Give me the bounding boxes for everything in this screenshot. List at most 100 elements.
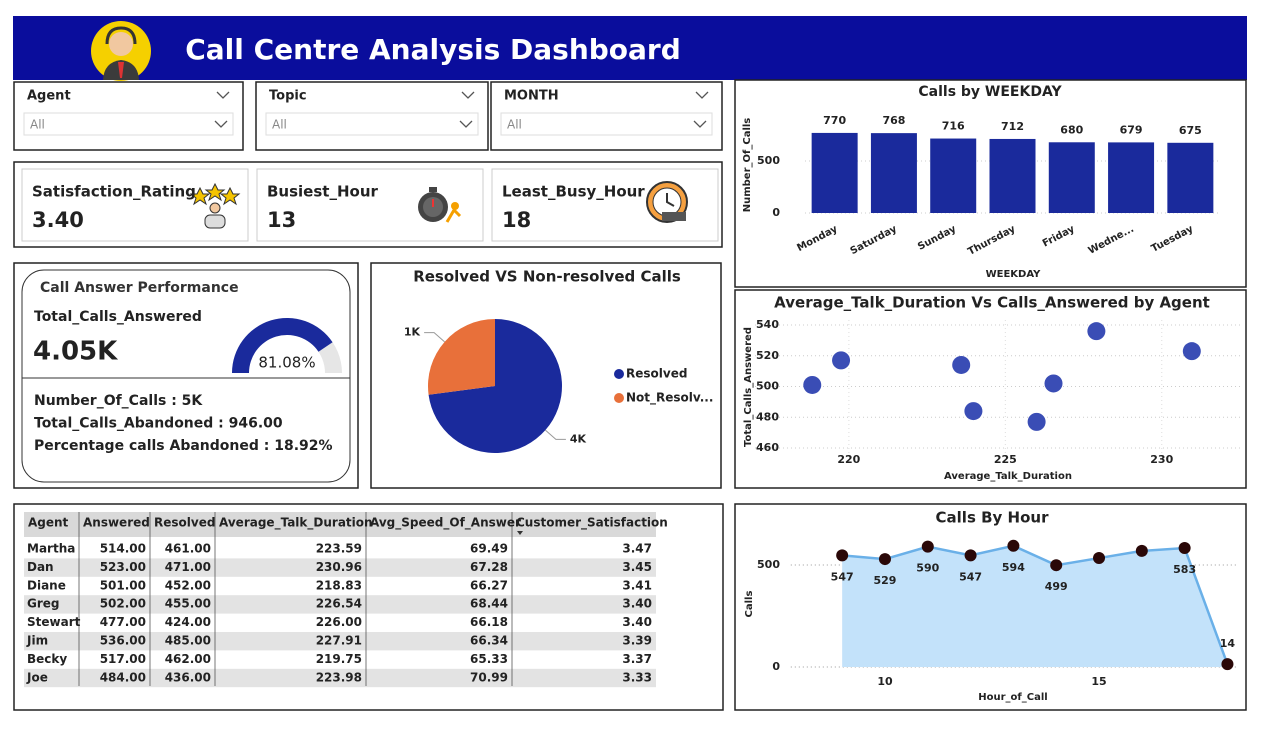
data-label: 547: [831, 570, 854, 583]
sort-indicator: [517, 531, 523, 535]
scatter-point: [1044, 374, 1063, 393]
table-header-bg: [24, 512, 656, 537]
y-tick-label: 0: [772, 206, 780, 219]
scatter-point: [952, 355, 971, 374]
x-axis-title: WEEKDAY: [986, 269, 1042, 280]
performance-line: Percentage calls Abandoned : 18.92%: [34, 438, 333, 454]
y-tick-label: 480: [756, 410, 779, 423]
bar: [1108, 142, 1155, 213]
data-label: 675: [1179, 124, 1202, 137]
data-label: 583: [1173, 563, 1196, 576]
table-cell: 67.28: [470, 560, 508, 574]
area-line: [842, 544, 1229, 665]
table-cell: Diane: [27, 578, 66, 592]
kpi-value: 3.40: [32, 208, 84, 232]
table-cell: 230.96: [316, 560, 362, 574]
table-cell: 536.00: [100, 634, 146, 648]
data-label: 594: [1002, 561, 1025, 574]
scatter-point: [1027, 412, 1046, 431]
x-tick-label: 10: [877, 675, 893, 688]
data-point: [964, 549, 977, 562]
data-point: [1221, 658, 1234, 671]
data-label: 499: [1045, 580, 1068, 593]
slicer-value: All: [272, 118, 287, 132]
kpi-card: [21, 168, 249, 242]
table-cell: 461.00: [165, 542, 211, 556]
y-axis-title: Total_Calls_Answered: [743, 327, 754, 447]
table-cell: 436.00: [165, 670, 211, 684]
scatter-point: [964, 402, 983, 421]
table-cell: 517.00: [100, 652, 146, 666]
table-cell: Greg: [27, 597, 60, 611]
kpi-label: Least_Busy_Hour: [502, 183, 645, 201]
gauge-value: [232, 318, 333, 373]
clock-icon: [646, 181, 688, 223]
chart-title: Resolved VS Non-resolved Calls: [413, 268, 681, 286]
table-cell: 3.39: [622, 634, 652, 648]
table-header: Agent: [28, 516, 69, 530]
slicer-dropdown: [265, 112, 479, 136]
data-label: 716: [942, 120, 965, 133]
data-label: 547: [959, 570, 982, 583]
y-tick-label: 460: [756, 441, 779, 454]
table-cell: Jim: [26, 634, 48, 648]
card-title: Call Answer Performance: [40, 280, 239, 296]
slicer-label: Agent: [27, 89, 71, 104]
dropdown-chevron: [459, 120, 473, 128]
y-tick-label: 0: [772, 660, 780, 673]
data-label: 712: [1001, 120, 1024, 133]
table-cell: 66.18: [470, 615, 508, 629]
bar: [1048, 142, 1095, 213]
area-fill: [842, 545, 1228, 667]
table-cell: Stewart: [27, 615, 81, 629]
table-cell: 65.33: [470, 652, 508, 666]
table-cell: 514.00: [100, 542, 146, 556]
table-cell: 3.37: [622, 652, 652, 666]
table-cell: 70.99: [470, 670, 508, 684]
legend-label: Not_Resolv...: [626, 391, 713, 406]
scatter-point: [832, 351, 851, 370]
data-point: [1135, 544, 1148, 557]
table-row-stripe: [24, 595, 656, 614]
stopwatch-icon: [418, 187, 462, 223]
kpi-value: 18: [502, 208, 531, 232]
table-cell: 462.00: [165, 652, 211, 666]
bar: [870, 133, 917, 213]
table-header: Resolved: [154, 516, 215, 530]
scatter-point: [1182, 342, 1201, 361]
table-header: Average_Talk_Duration: [219, 516, 373, 531]
table-cell: 3.40: [622, 597, 652, 611]
data-label: 529: [873, 574, 896, 587]
slicer-label: MONTH: [504, 89, 559, 104]
y-tick-label: 520: [756, 349, 779, 362]
y-tick-label: 500: [756, 380, 779, 393]
table-cell: Becky: [27, 652, 67, 666]
table-cell: 484.00: [100, 670, 146, 684]
table-cell: 501.00: [100, 578, 146, 592]
leader-line: [424, 332, 445, 343]
data-label: 768: [882, 114, 905, 127]
dropdown-chevron: [216, 91, 230, 99]
slicer-dropdown: [500, 112, 713, 136]
header-band: [13, 16, 1247, 80]
x-tick-label: 15: [1091, 675, 1106, 688]
table-row-stripe: [24, 632, 656, 651]
leader-line: [545, 429, 566, 440]
table-cell: Joe: [26, 670, 48, 684]
table-header: Customer_Satisfaction: [516, 516, 668, 531]
kpi-label: Satisfaction_Rating: [32, 183, 196, 201]
dropdown-chevron: [695, 91, 709, 99]
dropdown-chevron: [461, 91, 475, 99]
table-cell: 227.91: [316, 634, 362, 648]
table-cell: 226.54: [316, 597, 362, 611]
table-cell: 3.40: [622, 615, 652, 629]
slicer-value: All: [507, 118, 522, 132]
table-row-stripe: [24, 558, 656, 577]
table-header: Avg_Speed_Of_Answer: [370, 516, 521, 531]
pie-slice: [427, 319, 495, 395]
table-cell: 3.33: [622, 670, 652, 684]
legend-marker: [614, 369, 624, 379]
table-cell: 424.00: [165, 615, 211, 629]
table-cell: 3.41: [622, 578, 652, 592]
